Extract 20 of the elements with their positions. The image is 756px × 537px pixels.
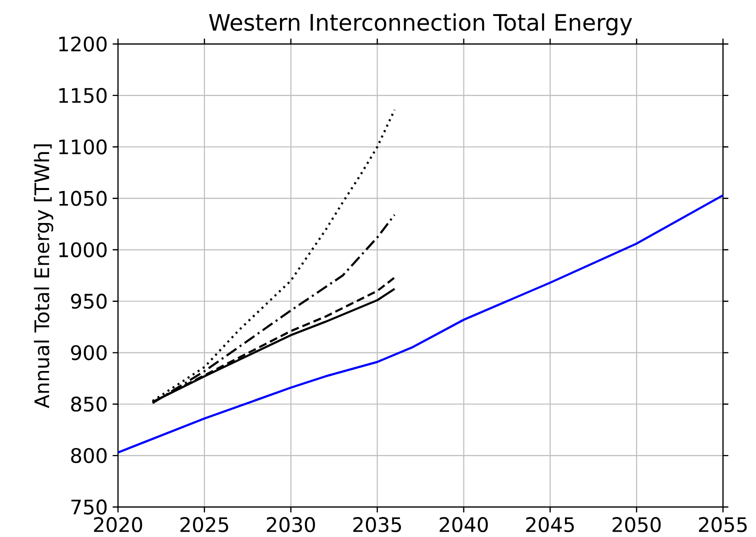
- y-tick-label: 800: [71, 448, 107, 464]
- y-tick-label: 1150: [59, 88, 107, 104]
- x-tick-label: 2025: [180, 517, 228, 532]
- x-tick-label: 2035: [353, 517, 401, 532]
- y-tick-label: 850: [71, 396, 107, 412]
- x-tick-label: 2020: [94, 517, 142, 532]
- y-tick-label: 1100: [59, 139, 107, 154]
- x-tick-label: 2040: [440, 517, 488, 532]
- y-tick-label: 950: [71, 294, 107, 309]
- x-tick-label: 2030: [266, 517, 315, 532]
- y-tick-label: 1000: [59, 242, 107, 258]
- y-axis-title: Annual Total Energy [TWh]: [34, 144, 54, 408]
- y-tick-label: 1050: [59, 190, 107, 206]
- x-tick-label: 2045: [526, 517, 574, 532]
- y-tick-label: 750: [71, 499, 107, 515]
- x-tick-label: 2050: [612, 517, 661, 532]
- x-tick-label: 2055: [699, 517, 747, 532]
- y-tick-label: 1200: [59, 36, 107, 52]
- chart-title: Western Interconnection Total Energy: [209, 13, 632, 36]
- y-tick-label: 900: [71, 345, 107, 360]
